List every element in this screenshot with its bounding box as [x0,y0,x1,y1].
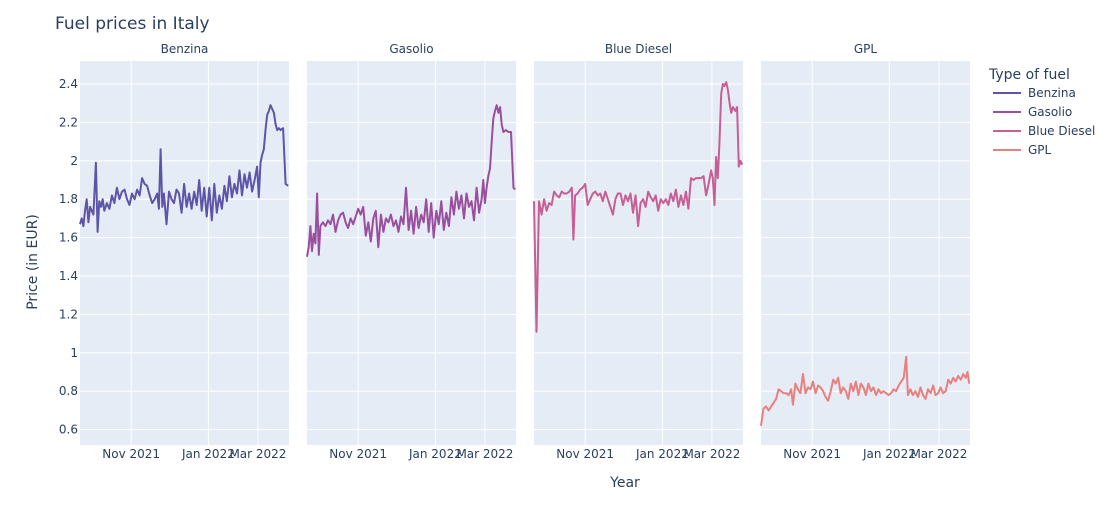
legend-label: Blue Diesel [1028,124,1095,138]
x-tick-label: Jan 2022 [181,447,235,461]
facet-title: Benzina [161,42,209,56]
x-axis-title: Year [609,475,640,491]
x-tick-label: Jan 2022 [408,447,462,461]
legend-title: Type of fuel [988,67,1070,83]
chart-title: Fuel prices in Italy [55,14,210,34]
x-tick-label: Jan 2022 [862,447,916,461]
y-tick-label: 1.6 [59,231,78,245]
y-tick-label: 1.8 [59,192,78,206]
x-tick-label: Nov 2021 [329,447,387,461]
plot-background [534,61,743,445]
y-tick-label: 2.2 [59,115,78,129]
x-tick-label: Mar 2022 [910,447,967,461]
y-tick-label: 0.8 [59,384,78,398]
y-tick-label: 1 [70,346,78,360]
y-tick-label: 2 [70,154,78,168]
facet-title: Blue Diesel [605,42,672,56]
x-tick-label: Nov 2021 [102,447,160,461]
series-line-gasolio [306,104,516,257]
x-tick-label: Nov 2021 [556,447,614,461]
facet-title: GPL [854,42,878,56]
y-tick-label: 1.4 [59,269,78,283]
legend-label: Gasolio [1028,105,1072,119]
facet-title: Gasolio [389,42,433,56]
plot-background [307,61,516,445]
legend-item-benzina[interactable]: Benzina [993,86,1076,100]
plot-background [761,61,970,445]
series-line-benzina [79,104,289,233]
legend-label: GPL [1028,143,1052,157]
plot-background [80,61,289,445]
legend-item-gpl[interactable]: GPL [993,143,1052,157]
y-tick-label: 1.2 [59,307,78,321]
x-tick-label: Nov 2021 [783,447,841,461]
series-line-blue-diesel [533,81,744,333]
x-tick-label: Jan 2022 [635,447,689,461]
x-tick-label: Mar 2022 [229,447,286,461]
legend-item-gasolio[interactable]: Gasolio [993,105,1072,119]
x-tick-label: Mar 2022 [683,447,740,461]
y-tick-label: 0.6 [59,423,78,437]
legend-label: Benzina [1028,86,1076,100]
x-tick-label: Mar 2022 [456,447,513,461]
y-tick-label: 2.4 [59,77,78,91]
legend-item-blue-diesel[interactable]: Blue Diesel [993,124,1095,138]
series-line-gpl [760,355,971,426]
y-axis-ticks: 0.6 0.8 1 1.2 1.4 1.6 1.8 2 2.2 2.4 [59,77,78,437]
legend: Type of fuel Benzina Gasolio Blue Diesel GP… [988,67,1095,157]
y-axis-title: Price (in EUR) [25,214,41,310]
